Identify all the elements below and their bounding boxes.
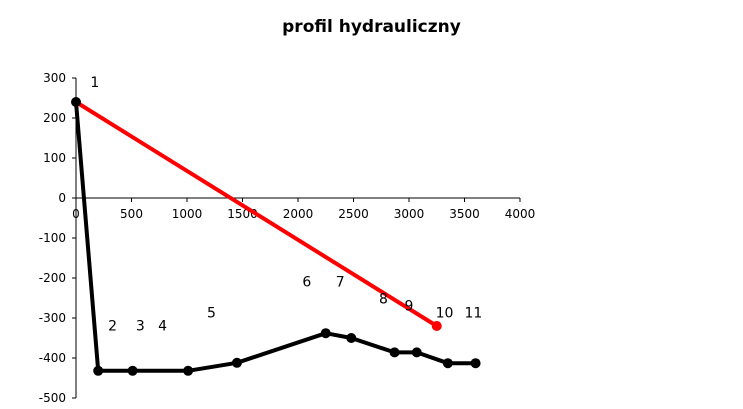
x-tick-label: 0 bbox=[72, 207, 80, 221]
y-tick-label: -100 bbox=[39, 231, 66, 245]
point-label: 9 bbox=[405, 298, 414, 314]
data-point bbox=[346, 333, 357, 343]
x-tick-label: 2500 bbox=[338, 207, 369, 221]
data-point bbox=[127, 365, 138, 376]
data-point bbox=[411, 347, 422, 358]
point-label: 7 bbox=[336, 274, 345, 290]
data-point bbox=[442, 358, 453, 369]
point-label: 6 bbox=[302, 274, 311, 290]
data-point bbox=[431, 321, 442, 331]
data-point bbox=[231, 357, 242, 368]
point-label: 1 bbox=[90, 75, 99, 91]
y-tick-label: 200 bbox=[43, 111, 66, 125]
data-point bbox=[389, 347, 400, 358]
x-tick-label: 2000 bbox=[283, 207, 314, 221]
point-label: 11 bbox=[464, 306, 482, 322]
y-tick-label: -400 bbox=[39, 351, 66, 365]
y-tick-label: 100 bbox=[43, 151, 66, 165]
x-tick-label: 3500 bbox=[449, 207, 480, 221]
data-point bbox=[320, 328, 331, 339]
y-tick-label: -200 bbox=[39, 271, 66, 285]
data-point bbox=[71, 97, 81, 107]
chart-title: profil hydrauliczny bbox=[282, 17, 461, 37]
x-tick-label: 4000 bbox=[505, 207, 536, 221]
x-tick-label: 3000 bbox=[394, 207, 425, 221]
y-tick-label: -300 bbox=[39, 311, 66, 325]
y-tick-label: 300 bbox=[43, 71, 66, 85]
point-label: 4 bbox=[158, 318, 167, 334]
x-tick-label: 1000 bbox=[172, 207, 203, 221]
point-label: 5 bbox=[207, 306, 216, 322]
point-label: 8 bbox=[379, 292, 388, 308]
data-point bbox=[183, 365, 194, 376]
point-label: 2 bbox=[108, 318, 117, 334]
data-point bbox=[93, 365, 104, 376]
point-label: 10 bbox=[436, 306, 454, 322]
series-line bbox=[74, 100, 439, 328]
y-tick-label: 0 bbox=[58, 191, 66, 205]
point-label: 3 bbox=[136, 318, 145, 334]
data-point bbox=[470, 358, 481, 369]
y-tick-label: -500 bbox=[39, 391, 66, 405]
x-tick-label: 500 bbox=[120, 207, 143, 221]
